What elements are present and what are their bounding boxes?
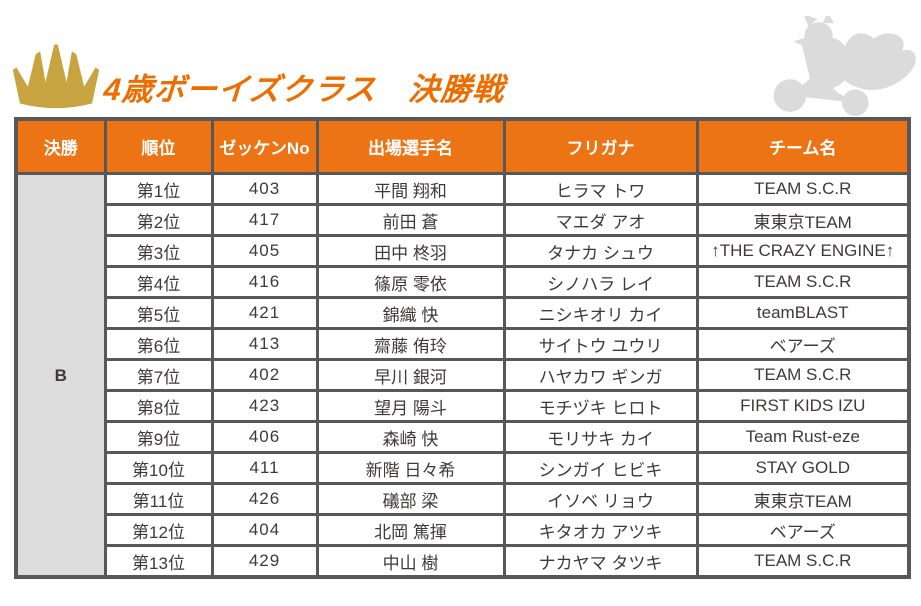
name-cell: 早川 銀河 — [315, 358, 506, 392]
furigana-cell: モチヅキ ヒロト — [502, 389, 699, 423]
team-cell: teamBLAST — [695, 296, 911, 330]
team-cell: Team Rust-eze — [695, 420, 911, 454]
furigana-cell: ニシキオリ カイ — [502, 296, 699, 330]
furigana-cell: マエダ アオ — [502, 203, 699, 237]
team-cell: ベアーズ — [695, 327, 911, 361]
col-header-bib: ゼッケンNo — [210, 117, 319, 175]
bib-cell: 411 — [210, 451, 319, 485]
furigana-cell: キタオカ アツキ — [502, 513, 699, 547]
rank-cell: 第4位 — [103, 265, 214, 299]
name-cell: 望月 陽斗 — [315, 389, 506, 423]
bib-cell: 402 — [210, 358, 319, 392]
rank-cell: 第1位 — [103, 172, 214, 206]
col-header-furigana: フリガナ — [502, 117, 699, 175]
bib-cell: 406 — [210, 420, 319, 454]
col-header-name: 出場選手名 — [315, 117, 506, 175]
team-cell: 東東京TEAM — [695, 203, 911, 237]
furigana-cell: ナカヤマ タツキ — [502, 544, 699, 579]
bib-cell: 405 — [210, 234, 319, 268]
name-cell: 森崎 快 — [315, 420, 506, 454]
rank-cell: 第9位 — [103, 420, 214, 454]
bib-cell: 413 — [210, 327, 319, 361]
team-cell: TEAM S.C.R — [695, 544, 911, 579]
mascot-silhouette-icon — [773, 16, 916, 116]
rank-cell: 第5位 — [103, 296, 214, 330]
results-table: 決勝 順位 ゼッケンNo 出場選手名 フリガナ チーム名 B 第1位 403 平… — [14, 117, 911, 579]
table-row: 第13位 429 中山 樹 ナカヤマ タツキ TEAM S.C.R — [16, 544, 911, 579]
team-cell: ↑THE CRAZY ENGINE↑ — [695, 234, 911, 268]
furigana-cell: タナカ シュウ — [502, 234, 699, 268]
table-row: 第10位 411 新階 日々希 シンガイ ヒビキ STAY GOLD — [16, 451, 911, 485]
name-cell: 礒部 梁 — [315, 482, 506, 516]
bib-cell: 404 — [210, 513, 319, 547]
team-cell: TEAM S.C.R — [695, 265, 911, 299]
name-cell: 田中 柊羽 — [315, 234, 506, 268]
name-cell: 篠原 零依 — [315, 265, 506, 299]
crown-icon — [12, 44, 100, 109]
rank-cell: 第11位 — [103, 482, 214, 516]
name-cell: 齋藤 侑玲 — [315, 327, 506, 361]
name-cell: 中山 樹 — [315, 544, 506, 579]
bib-cell: 417 — [210, 203, 319, 237]
table-row: 第7位 402 早川 銀河 ハヤカワ ギンガ TEAM S.C.R — [16, 358, 911, 392]
name-cell: 北岡 篤揮 — [315, 513, 506, 547]
team-cell: TEAM S.C.R — [695, 172, 911, 206]
table-row: 第3位 405 田中 柊羽 タナカ シュウ ↑THE CRAZY ENGINE↑ — [16, 234, 911, 268]
name-cell: 新階 日々希 — [315, 451, 506, 485]
furigana-cell: シンガイ ヒビキ — [502, 451, 699, 485]
table-row: 第2位 417 前田 蒼 マエダ アオ 東東京TEAM — [16, 203, 911, 237]
team-cell: TEAM S.C.R — [695, 358, 911, 392]
team-cell: STAY GOLD — [695, 451, 911, 485]
rank-cell: 第8位 — [103, 389, 214, 423]
name-cell: 前田 蒼 — [315, 203, 506, 237]
table-row: 第6位 413 齋藤 侑玲 サイトウ ユウリ ベアーズ — [16, 327, 911, 361]
table-row: 第5位 421 錦織 快 ニシキオリ カイ teamBLAST — [16, 296, 911, 330]
col-header-final: 決勝 — [14, 117, 107, 175]
furigana-cell: モリサキ カイ — [502, 420, 699, 454]
table-row: 第12位 404 北岡 篤揮 キタオカ アツキ ベアーズ — [16, 513, 911, 547]
table-row: 第4位 416 篠原 零依 シノハラ レイ TEAM S.C.R — [16, 265, 911, 299]
bib-cell: 423 — [210, 389, 319, 423]
bib-cell: 426 — [210, 482, 319, 516]
name-cell: 錦織 快 — [315, 296, 506, 330]
col-header-team: チーム名 — [695, 117, 911, 175]
bib-cell: 421 — [210, 296, 319, 330]
table-row: 第9位 406 森崎 快 モリサキ カイ Team Rust-eze — [16, 420, 911, 454]
rank-cell: 第7位 — [103, 358, 214, 392]
table-row: 第11位 426 礒部 梁 イソベ リョウ 東東京TEAM — [16, 482, 911, 516]
bib-cell: 403 — [210, 172, 319, 206]
bib-cell: 416 — [210, 265, 319, 299]
furigana-cell: ハヤカワ ギンガ — [502, 358, 699, 392]
page-title: 4歳ボーイズクラス 決勝戦 — [102, 72, 506, 107]
table-row: 第8位 423 望月 陽斗 モチヅキ ヒロト FIRST KIDS IZU — [16, 389, 911, 423]
col-header-rank: 順位 — [103, 117, 214, 175]
team-cell: FIRST KIDS IZU — [695, 389, 911, 423]
name-cell: 平間 翔和 — [315, 172, 506, 206]
team-cell: ベアーズ — [695, 513, 911, 547]
rank-cell: 第12位 — [103, 513, 214, 547]
bib-cell: 429 — [210, 544, 319, 579]
furigana-cell: イソベ リョウ — [502, 482, 699, 516]
rank-cell: 第6位 — [103, 327, 214, 361]
team-cell: 東東京TEAM — [695, 482, 911, 516]
heat-group-label: B — [14, 172, 107, 579]
rank-cell: 第2位 — [103, 203, 214, 237]
header-row: 決勝 順位 ゼッケンNo 出場選手名 フリガナ チーム名 — [14, 117, 911, 175]
table-row: B 第1位 403 平間 翔和 ヒラマ トワ TEAM S.C.R — [14, 172, 911, 579]
furigana-cell: サイトウ ユウリ — [502, 327, 699, 361]
furigana-cell: シノハラ レイ — [502, 265, 699, 299]
rank-cell: 第13位 — [103, 544, 214, 579]
rank-cell: 第10位 — [103, 451, 214, 485]
furigana-cell: ヒラマ トワ — [502, 172, 699, 206]
rank-cell: 第3位 — [103, 234, 214, 268]
